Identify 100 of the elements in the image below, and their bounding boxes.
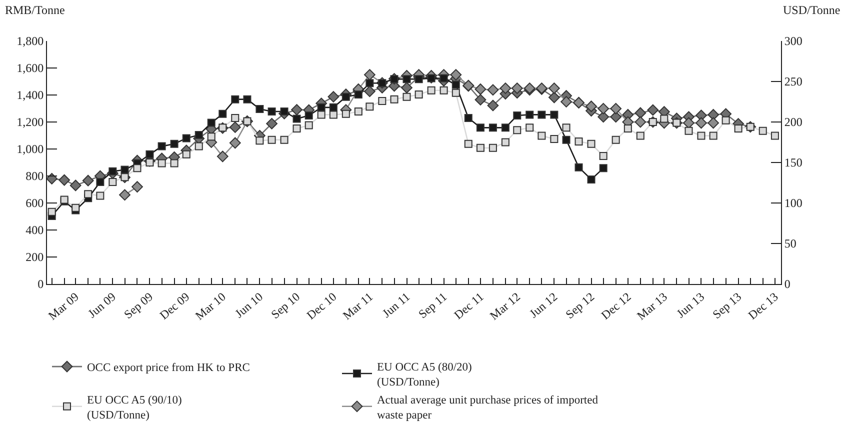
x-tick-label: Jun 13	[674, 290, 708, 321]
point	[291, 104, 302, 116]
point	[548, 82, 560, 94]
point	[364, 69, 376, 80]
point	[598, 102, 610, 114]
point	[328, 91, 340, 102]
point	[464, 140, 472, 148]
y-tick-label: 1,600	[16, 61, 44, 76]
point	[207, 118, 216, 127]
point	[170, 159, 178, 168]
point	[758, 126, 767, 135]
point	[266, 118, 278, 130]
point	[464, 114, 472, 122]
point	[390, 95, 398, 104]
point	[548, 92, 560, 104]
legend-label: Actual average unit purchase prices of imported waste paper	[377, 394, 598, 422]
point	[488, 124, 497, 132]
x-tick-label: Jun 11	[380, 290, 413, 320]
legend-label: EU OCC A5 (90/10) (USD/Tonne)	[87, 394, 182, 422]
point	[487, 84, 499, 96]
point	[634, 116, 646, 128]
point	[72, 204, 80, 212]
point	[378, 96, 386, 105]
point	[158, 159, 166, 168]
point	[231, 114, 240, 122]
point	[170, 140, 178, 148]
point	[526, 110, 534, 119]
point	[268, 107, 276, 116]
x-tick-label: Dec 09	[156, 290, 192, 322]
y2-tick-label: 100	[784, 196, 802, 210]
point	[194, 142, 203, 150]
point	[660, 114, 668, 123]
point	[697, 132, 706, 140]
point	[513, 126, 522, 134]
x-tick-label: Sep 12	[562, 290, 598, 322]
point	[158, 142, 166, 150]
point	[511, 82, 523, 94]
point	[354, 107, 362, 116]
point	[513, 112, 522, 120]
x-tick-label: Sep 13	[710, 290, 744, 322]
point	[304, 112, 313, 120]
point	[243, 95, 252, 104]
legend-label: EU OCC A5 (80/20) (USD/Tonne)	[377, 362, 472, 388]
point	[402, 92, 411, 101]
point	[574, 163, 583, 172]
y2-tick-label: 300	[784, 34, 802, 48]
x-tick-label: Sep 09	[121, 290, 156, 322]
point	[474, 84, 486, 95]
point	[560, 96, 572, 108]
point	[427, 74, 436, 82]
point	[734, 124, 742, 132]
point	[427, 86, 436, 94]
point	[599, 152, 608, 160]
point	[501, 138, 510, 146]
point	[476, 124, 484, 132]
point	[304, 121, 313, 130]
point	[292, 124, 301, 132]
point	[256, 105, 264, 114]
point	[440, 86, 448, 94]
x-tick-label: Dec 12	[598, 290, 634, 322]
y-tick-label: 400	[26, 223, 44, 238]
point	[317, 110, 326, 119]
point	[586, 100, 597, 112]
point	[82, 174, 94, 186]
point	[550, 135, 558, 144]
point	[401, 82, 412, 94]
x-tick-label: Jun 10	[232, 290, 266, 321]
point	[414, 90, 423, 98]
y2-tick-label: 200	[784, 115, 802, 130]
point	[562, 136, 570, 144]
point	[722, 116, 730, 124]
point	[146, 150, 154, 158]
point	[500, 82, 512, 94]
y-tick-label: 600	[26, 196, 44, 210]
point	[218, 110, 227, 118]
point	[292, 114, 301, 123]
point	[634, 107, 646, 119]
point	[647, 104, 659, 116]
point	[47, 173, 58, 184]
point	[402, 75, 411, 84]
point	[526, 124, 534, 132]
x-tick-label: Sep 10	[268, 290, 303, 322]
point	[84, 190, 92, 198]
point	[280, 107, 288, 116]
point	[708, 109, 720, 120]
point	[612, 136, 620, 144]
point	[366, 79, 374, 88]
x-tick-label: Dec 11	[451, 290, 486, 322]
y-tick-label: 1,200	[16, 115, 44, 130]
point	[96, 178, 104, 186]
point	[229, 122, 241, 133]
point	[256, 136, 264, 145]
point	[133, 164, 142, 172]
x-tick-label: Dec 13	[745, 290, 781, 322]
x-tick-label: Mar 10	[192, 290, 228, 323]
y-tick-label: 1,000	[16, 142, 44, 156]
point	[538, 132, 546, 140]
y-tick-label: 800	[26, 169, 44, 184]
point	[476, 144, 484, 152]
point	[216, 150, 228, 162]
